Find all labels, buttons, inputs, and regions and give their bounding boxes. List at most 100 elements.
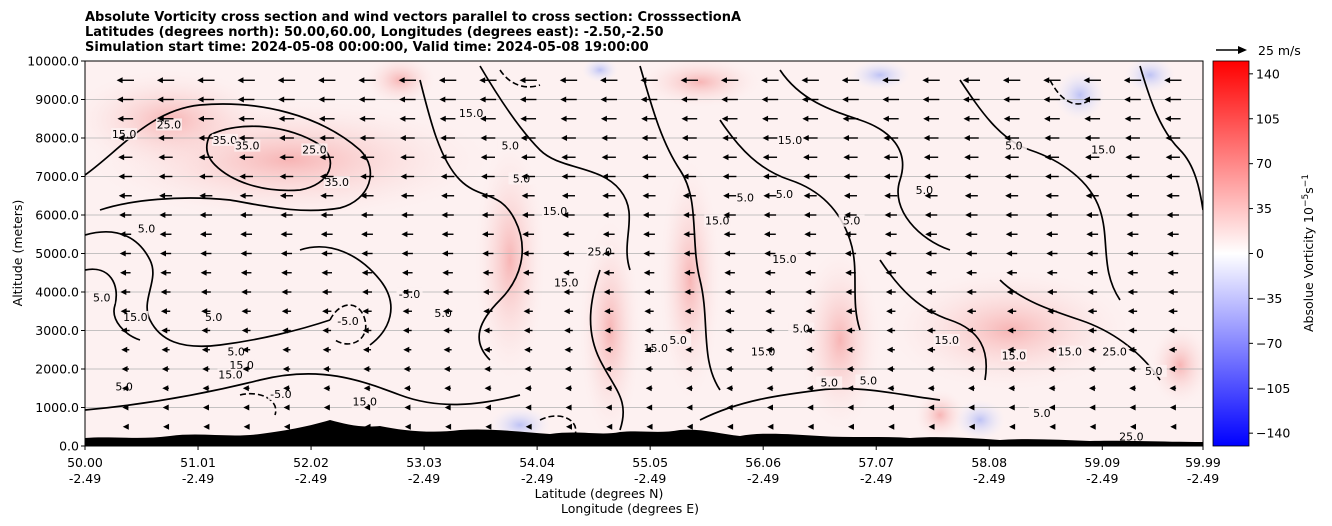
wind-vector-head bbox=[363, 366, 370, 372]
wind-vector-head bbox=[963, 135, 970, 141]
wind-vector-head bbox=[241, 327, 248, 334]
contour-line bbox=[85, 230, 331, 348]
wind-vector-head bbox=[1008, 385, 1015, 392]
wind-vector-head bbox=[724, 308, 731, 315]
wind-vector-head bbox=[1169, 385, 1176, 392]
wind-vector-head bbox=[560, 96, 567, 103]
contour-label: 5.0 bbox=[115, 380, 133, 393]
wind-vector-head bbox=[523, 308, 530, 315]
wind-vector-head bbox=[563, 308, 570, 315]
wind-vector-head bbox=[158, 135, 165, 141]
contour-label: 25.0 bbox=[588, 246, 613, 259]
wind-vector-head bbox=[441, 212, 448, 218]
wind-vector-head bbox=[845, 289, 852, 295]
wind-vector-head bbox=[481, 231, 488, 238]
wind-vector-head bbox=[159, 231, 166, 238]
wind-vector-head bbox=[158, 154, 165, 161]
wind-vector-head bbox=[883, 173, 890, 180]
x-tick-label-lon: -2.49 bbox=[973, 471, 1005, 486]
wind-vector-head bbox=[725, 327, 732, 334]
wind-vector-head bbox=[1166, 231, 1173, 238]
wind-vector-head bbox=[602, 192, 609, 199]
wind-vector-head bbox=[726, 385, 733, 392]
contour-label-bg bbox=[1118, 430, 1145, 443]
x-tick-label-lon: -2.49 bbox=[634, 471, 666, 486]
wind-vector-head bbox=[117, 115, 124, 122]
wind-vector-head bbox=[238, 115, 245, 122]
contour-label: 5.0 bbox=[205, 311, 223, 324]
title-line-2: Latitudes (degrees north): 50.00,60.00, … bbox=[85, 25, 664, 40]
wind-vector-head bbox=[1004, 135, 1011, 141]
wind-vector-head bbox=[1085, 192, 1092, 199]
wind-vector-head bbox=[1166, 212, 1173, 218]
wind-vector-head bbox=[1124, 96, 1131, 103]
contour-label: 5.0 bbox=[138, 222, 156, 235]
wind-vector-head bbox=[681, 96, 688, 103]
vorticity-patch bbox=[1055, 70, 1105, 120]
wind-vector-head bbox=[279, 154, 286, 161]
wind-vector-head bbox=[682, 192, 689, 199]
contour-label-bg bbox=[732, 191, 759, 204]
wind-vector-head bbox=[120, 289, 127, 295]
wind-vector-head bbox=[321, 250, 328, 257]
contour-label-bg bbox=[155, 118, 182, 131]
wind-vector-head bbox=[1005, 192, 1012, 199]
contour-label: 5.0 bbox=[776, 188, 794, 201]
wind-vector-head bbox=[480, 135, 487, 141]
contour-label: 15.0 bbox=[554, 276, 579, 289]
wind-vector-head bbox=[118, 173, 125, 180]
colorbar-tick-label: 105 bbox=[1256, 111, 1280, 126]
wind-vector-head bbox=[521, 192, 528, 199]
contour-label: 35.0 bbox=[235, 140, 260, 153]
wind-vector-head bbox=[1088, 346, 1095, 353]
wind-vector-head bbox=[1003, 115, 1010, 122]
wind-vector-head bbox=[239, 212, 246, 218]
colorbar-ticks: 140 105 70 35 0 −35 −70 −105 −140 bbox=[1249, 66, 1290, 441]
contour-line bbox=[479, 65, 631, 271]
wind-vector-head bbox=[1085, 154, 1092, 161]
wind-vector-head bbox=[1168, 327, 1175, 334]
wind-vector-head bbox=[1088, 385, 1095, 392]
wind-vector-head bbox=[966, 308, 973, 315]
wind-vector-head bbox=[438, 77, 445, 84]
wind-vector-head bbox=[362, 308, 369, 315]
wind-vector-head bbox=[806, 346, 813, 353]
wind-vector-head bbox=[965, 231, 972, 238]
wind-vector-head bbox=[686, 423, 693, 430]
wind-vector-head bbox=[280, 231, 287, 238]
x-tick-label-lat: 50.00 bbox=[67, 455, 103, 470]
wind-vector-head bbox=[482, 289, 489, 295]
negative-contours bbox=[239, 69, 1091, 436]
wind-vector-head bbox=[803, 192, 810, 199]
wind-vector-head bbox=[804, 269, 811, 276]
wind-vector-head bbox=[1125, 154, 1132, 161]
wind-vector-head bbox=[803, 154, 810, 161]
wind-vector-head bbox=[801, 77, 808, 84]
wind-vector-head bbox=[359, 115, 366, 122]
wind-vector-head bbox=[842, 115, 849, 122]
wind-vector-head bbox=[159, 192, 166, 199]
x-tick-label-lon: -2.49 bbox=[860, 471, 892, 486]
wind-vector-head bbox=[444, 404, 451, 411]
contour-label: 25.0 bbox=[302, 143, 327, 156]
wind-vector-head bbox=[359, 154, 366, 161]
wind-vector-head bbox=[1087, 289, 1094, 295]
wind-vector-head bbox=[242, 346, 249, 353]
wind-vector-head bbox=[322, 327, 329, 334]
vorticity-patch bbox=[850, 61, 910, 90]
colorbar-label-main: Absolue Vorticity 10 bbox=[1301, 207, 1316, 332]
contour-line bbox=[719, 119, 861, 331]
wind-vector-head bbox=[1046, 250, 1053, 257]
wind-vector-head bbox=[360, 173, 367, 180]
y-tick-label: 3000.0 bbox=[35, 323, 79, 338]
wind-vector-head bbox=[1164, 96, 1171, 103]
wind-vector-head bbox=[363, 385, 370, 392]
contour-label: -5.0 bbox=[399, 288, 420, 301]
wind-vector-head bbox=[1089, 423, 1096, 430]
wind-vector-head bbox=[963, 115, 970, 122]
wind-vector-head bbox=[762, 154, 769, 161]
wind-vector-head bbox=[203, 423, 210, 430]
wind-vector-head bbox=[1046, 231, 1053, 238]
contour-label-bg bbox=[396, 287, 423, 300]
wind-vector-head bbox=[967, 346, 974, 353]
